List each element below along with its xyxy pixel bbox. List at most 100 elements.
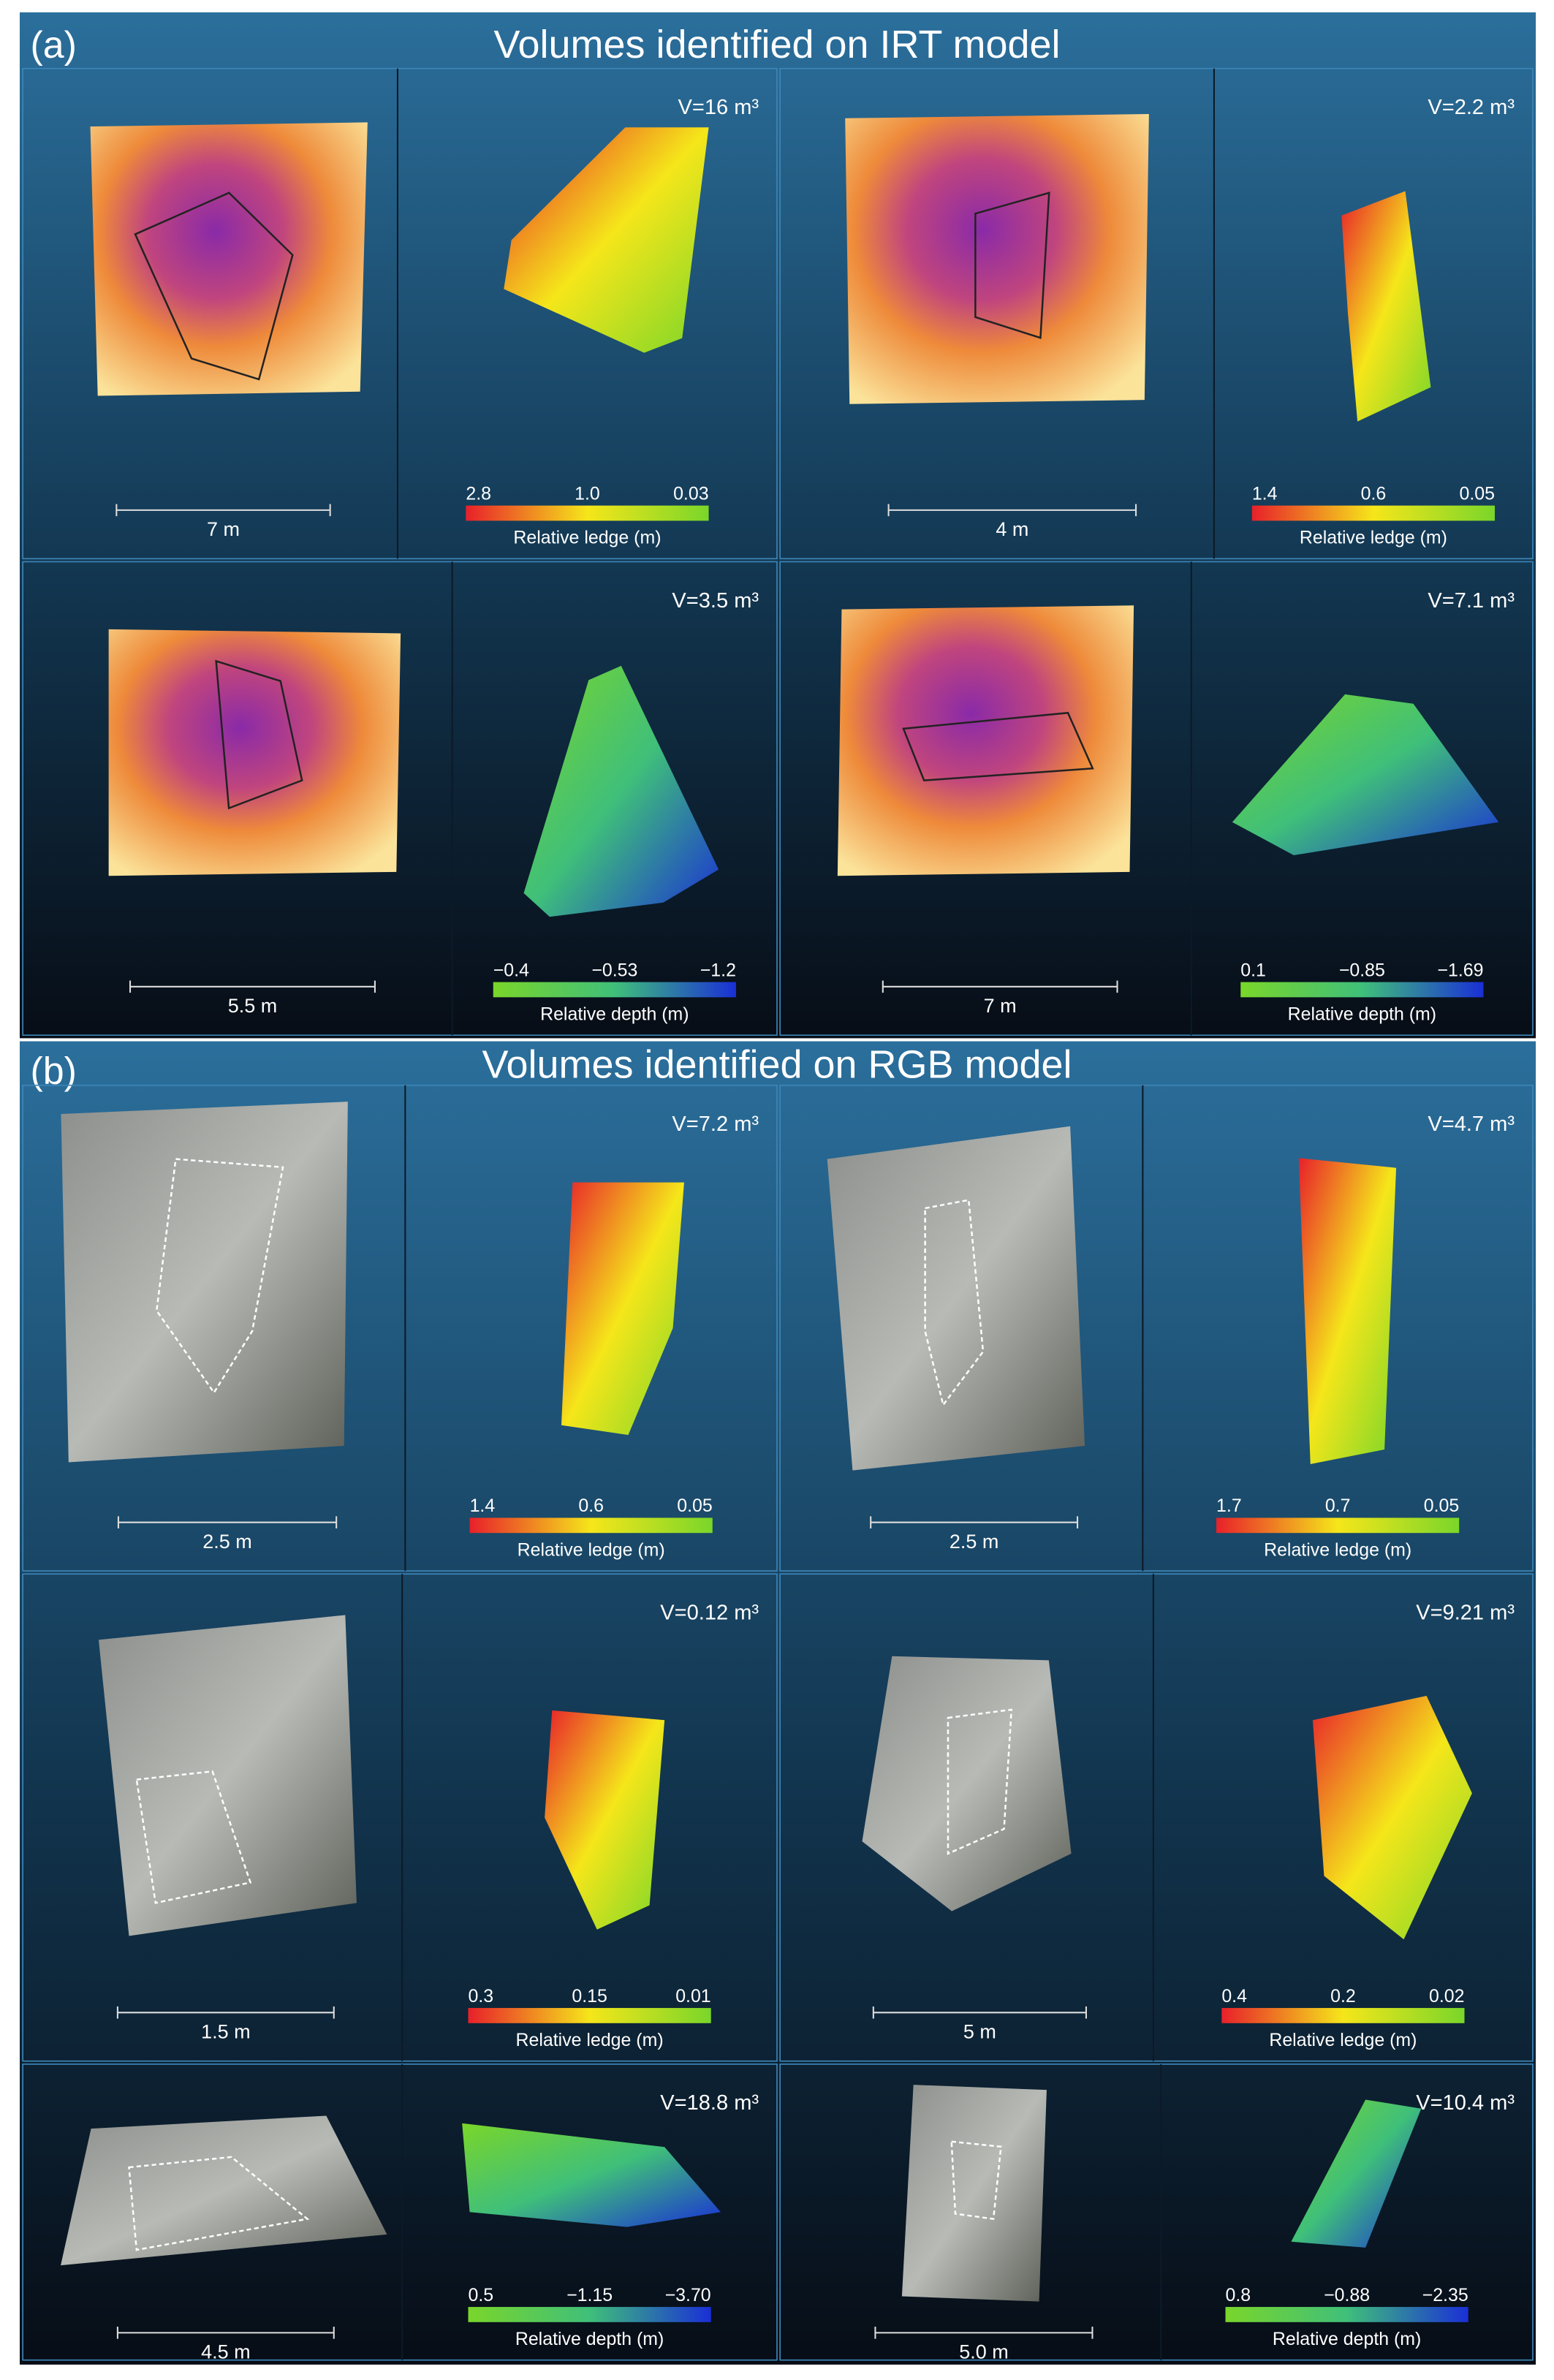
- volume-outline: [902, 711, 1094, 781]
- colorbar-label: Relative ledge (m): [516, 2030, 664, 2050]
- scale-label: 2.5 m: [950, 1531, 999, 1553]
- volume-value: V=4.7 m³: [1428, 1113, 1515, 1136]
- cell-frame: [22, 67, 778, 560]
- scale-label: 5.0 m: [959, 2341, 1009, 2363]
- colorbar: [1225, 2307, 1468, 2322]
- cell-frame: [22, 2063, 778, 2361]
- colorbar: [466, 505, 709, 521]
- cell-frame: [22, 1084, 778, 1572]
- colorbar: [1221, 2008, 1465, 2023]
- colorbar-tick-label: 0.03: [673, 483, 708, 504]
- cell: 4 m V=2.2 m³ 1.4 0.6 0.05 Relative ledge (m): [779, 67, 1534, 560]
- model-image: [61, 1102, 348, 1463]
- model-image: [61, 2115, 387, 2266]
- colorbar-tick-label: 0.02: [1429, 1986, 1464, 2006]
- colorbar-label: Relative ledge (m): [1264, 1539, 1411, 1560]
- cell-frame: [779, 67, 1534, 560]
- cell-frame: [779, 561, 1534, 1036]
- cell: 7 m V=7.1 m³ 0.1 −0.85 −1.69 Relative depth (…: [779, 561, 1534, 1036]
- colorbar-tick-label: 0.01: [675, 1986, 710, 2006]
- volume-value: V=16 m³: [678, 96, 759, 119]
- volume-outline: [135, 1770, 252, 1904]
- volume-point-cloud: [1312, 1695, 1472, 1940]
- volume-outline: [134, 192, 294, 381]
- colorbar: [1240, 982, 1484, 998]
- volume-outline: [155, 1158, 284, 1395]
- scale-label: 1.5 m: [201, 2021, 251, 2043]
- colorbar-tick-label: 0.15: [572, 1986, 607, 2006]
- model-image: [901, 2085, 1047, 2302]
- colorbar: [468, 2008, 711, 2023]
- volume-value: V=2.2 m³: [1428, 96, 1515, 119]
- colorbar-label: Relative depth (m): [515, 2329, 664, 2349]
- colorbar: [468, 2307, 711, 2322]
- colorbar-label: Relative ledge (m): [1300, 528, 1447, 548]
- volume-point-cloud: [561, 1182, 684, 1436]
- scale-label: 4.5 m: [201, 2341, 251, 2363]
- model-image: [845, 113, 1149, 404]
- colorbar-tick-label: 0.05: [677, 1496, 712, 1516]
- colorbar-tick-label: 1.7: [1216, 1496, 1242, 1516]
- scale-label: 5 m: [963, 2021, 996, 2043]
- volume-outline: [947, 1708, 1013, 1855]
- scale-label: 2.5 m: [202, 1531, 252, 1553]
- colorbar-tick-label: 1.4: [1252, 483, 1278, 504]
- colorbar: [469, 1517, 713, 1534]
- colorbar-label: Relative depth (m): [1273, 2329, 1421, 2349]
- model-image: [862, 1656, 1072, 1911]
- cell-frame: [779, 1084, 1534, 1572]
- volume-point-cloud: [504, 127, 709, 353]
- colorbar-tick-label: 0.7: [1325, 1496, 1351, 1516]
- colorbar: [1251, 505, 1496, 521]
- volume-value: V=10.4 m³: [1416, 2091, 1515, 2115]
- volume-point-cloud: [462, 2123, 721, 2227]
- volume-point-cloud: [523, 665, 719, 917]
- colorbar-tick-label: 0.1: [1240, 960, 1266, 980]
- volume-value: V=9.21 m³: [1416, 1602, 1515, 1625]
- colorbar: [493, 982, 736, 998]
- panel-title: Volumes identified on RGB model: [482, 1042, 1072, 1086]
- colorbar-tick-label: 0.5: [468, 2285, 493, 2305]
- volume-outline: [974, 192, 1050, 339]
- cell: 5.0 m V=10.4 m³ 0.8 −0.88 −2.35 Relative dept…: [779, 2063, 1534, 2363]
- volume-point-cloud: [1298, 1158, 1397, 1464]
- cell-frame: [779, 2063, 1534, 2361]
- volume-point-cloud: [1291, 2099, 1422, 2248]
- volume-value: V=18.8 m³: [660, 2091, 759, 2115]
- volume-point-cloud: [1232, 694, 1499, 855]
- scale-label: 7 m: [207, 518, 240, 540]
- panel-label: (a): [31, 23, 77, 66]
- model-image: [837, 605, 1134, 876]
- colorbar-tick-label: −1.15: [566, 2285, 613, 2305]
- colorbar-tick-label: 2.8: [466, 483, 491, 504]
- cell: 5.5 m V=3.5 m³ −0.4 −0.53 −1.2 Relative depth…: [22, 561, 778, 1036]
- model-image: [90, 122, 368, 396]
- model-image: [98, 1615, 357, 1936]
- cell-frame: [779, 1573, 1534, 2062]
- colorbar-tick-label: −0.4: [493, 960, 529, 980]
- cell-frame: [22, 1573, 778, 2062]
- colorbar-label: Relative ledge (m): [518, 1539, 665, 1560]
- cell-frame: [22, 561, 778, 1036]
- colorbar-tick-label: −2.35: [1422, 2285, 1468, 2305]
- colorbar-tick-label: 0.2: [1330, 1986, 1356, 2006]
- cell: 4.5 m V=18.8 m³ 0.5 −1.15 −3.70 Relative dept…: [22, 2063, 778, 2363]
- volume-point-cloud: [545, 1710, 665, 1930]
- colorbar-tick-label: −0.88: [1324, 2285, 1370, 2305]
- colorbar-tick-label: −3.70: [665, 2285, 711, 2305]
- volume-point-cloud: [1341, 191, 1431, 422]
- volume-outline: [128, 2156, 310, 2251]
- colorbar-tick-label: 0.6: [1361, 483, 1387, 504]
- colorbar-tick-label: 1.0: [575, 483, 600, 504]
- model-image: [108, 629, 401, 876]
- volume-value: V=7.1 m³: [1428, 589, 1515, 613]
- volume-outline: [950, 2140, 1002, 2221]
- colorbar-tick-label: 0.6: [578, 1496, 604, 1516]
- volume-value: V=3.5 m³: [672, 589, 759, 613]
- colorbar-tick-label: 0.8: [1226, 2285, 1251, 2305]
- volume-outline: [924, 1199, 985, 1407]
- volume-outline: [215, 659, 303, 810]
- colorbar-tick-label: −1.2: [700, 960, 736, 980]
- colorbar-label: Relative ledge (m): [1269, 2030, 1417, 2050]
